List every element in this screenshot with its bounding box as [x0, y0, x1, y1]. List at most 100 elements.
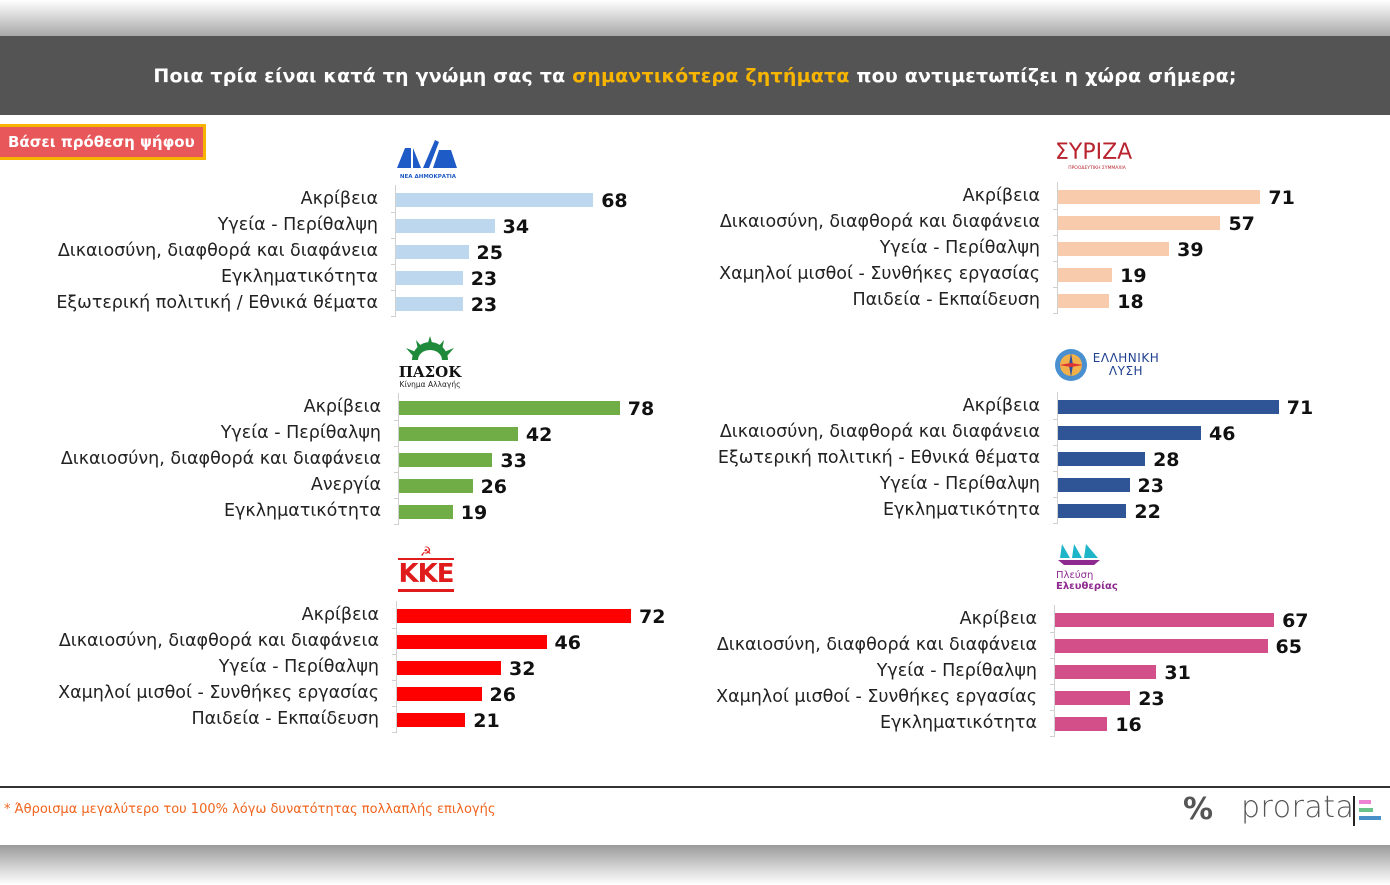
axis-tick: [1050, 632, 1055, 633]
bar: [399, 453, 493, 467]
axis-tick: [392, 706, 397, 707]
bar: [396, 271, 463, 285]
data-label: 18: [1117, 291, 1144, 313]
plefsi-line2: Ελευθερίας: [1056, 581, 1118, 592]
bar: [1058, 190, 1261, 204]
bar: [1055, 665, 1157, 679]
plefsi-line1: Πλεύση: [1056, 570, 1094, 581]
category-label: Εγκληματικότητα: [220, 267, 378, 287]
sails-icon: [1058, 544, 1100, 565]
bar: [1055, 691, 1131, 705]
category-axis: [1054, 605, 1055, 737]
pasok-logo-mark: ΠΑΣΟΚ: [398, 363, 462, 381]
elliniki-lysi-logo: ΕΛΛΗΝΙΚΗ ΛΥΣΗ: [1054, 348, 1164, 384]
axis-tick: [391, 264, 396, 265]
bar: [397, 687, 482, 701]
brand-bar-green: [1359, 808, 1373, 812]
bar: [397, 635, 547, 649]
data-label: 31: [1164, 662, 1191, 684]
axis-tick: [1050, 684, 1055, 685]
pasok-sun-icon: [406, 336, 454, 360]
bar: [399, 479, 473, 493]
category-label: Παιδεία - Εκπαίδευση: [191, 709, 379, 729]
category-label: Χαμηλοί μισθοί - Συνθήκες εργασίας: [719, 264, 1040, 284]
data-label: 33: [500, 450, 527, 472]
category-label: Χαμηλοί μισθοί - Συνθήκες εργασίας: [716, 687, 1037, 707]
category-label: Ακρίβεια: [962, 186, 1040, 206]
header-bar: Ποια τρία είναι κατά τη γνώμη σας τα σημ…: [0, 36, 1390, 115]
category-label: Υγεία - Περίθαλψη: [879, 238, 1040, 258]
category-label: Δικαιοσύνη, διαφθορά και διαφάνεια: [719, 422, 1040, 442]
data-label: 71: [1268, 187, 1295, 209]
brand-divider: [1353, 796, 1355, 826]
axis-tick: [1053, 261, 1058, 262]
brand-bar-blue: [1359, 816, 1381, 820]
bottom-shade: [0, 845, 1390, 885]
data-label: 34: [502, 216, 530, 238]
category-label: Ακρίβεια: [300, 189, 378, 209]
nd-logo-text: ΝΕΑ ΔΗΜΟΚΡΑΤΙΑ: [399, 174, 457, 180]
axis-tick: [1053, 523, 1058, 524]
data-label: 16: [1115, 714, 1142, 736]
footnote: * Άθροισμα μεγαλύτερο του 100% λόγω δυνα…: [4, 802, 496, 817]
axis-tick: [1050, 710, 1055, 711]
bar: [1058, 294, 1110, 308]
axis-tick: [1053, 287, 1058, 288]
title-part-2: που αντιμετωπίζει η χώρα σήμερα;: [849, 64, 1237, 87]
bar: [1058, 504, 1127, 518]
axis-tick: [394, 524, 399, 525]
data-label: 57: [1228, 213, 1255, 235]
data-label: 32: [509, 658, 536, 680]
axis-tick: [1053, 235, 1058, 236]
syriza-logo: ΣΥΡΙΖΑ ΠΡΟΟΔΕΥΤΙΚΗ ΣΥΜΜΑΧΙΑ: [1055, 140, 1139, 176]
bar: [1058, 268, 1113, 282]
axis-tick: [391, 290, 396, 291]
category-label: Εγκληματικότητα: [879, 713, 1037, 733]
category-label: Εξωτερική πολιτική - Εθνικά θέματα: [717, 448, 1040, 468]
data-label: 23: [1137, 475, 1164, 497]
category-label: Εγκληματικότητα: [223, 501, 381, 521]
elliniki-lysi-text: ΕΛΛΗΝΙΚΗ ΛΥΣΗ: [1092, 352, 1160, 378]
data-label: 42: [525, 424, 553, 446]
axis-tick: [1050, 736, 1055, 737]
axis-tick: [392, 628, 397, 629]
compass-icon: [1055, 349, 1087, 381]
footer-divider: [0, 786, 1390, 788]
brand-bar-pink: [1359, 800, 1371, 804]
nd-logo-icon: [397, 140, 457, 168]
category-label: Υγεία - Περίθαλψη: [217, 215, 378, 235]
data-label: 26: [480, 476, 508, 498]
category-axis: [395, 185, 396, 317]
axis-tick: [1053, 209, 1058, 210]
data-label: 25: [476, 242, 503, 264]
top-shade: [0, 0, 1390, 36]
category-label: Παιδεία - Εκπαίδευση: [852, 290, 1040, 310]
data-label: 22: [1134, 501, 1161, 523]
data-label: 26: [489, 684, 516, 706]
category-axis: [398, 393, 399, 525]
category-label: Δικαιοσύνη, διαφθορά και διαφάνεια: [60, 449, 381, 469]
data-label: 46: [554, 632, 581, 654]
category-axis: [396, 601, 397, 733]
data-label: 68: [601, 190, 628, 212]
category-label: Δικαιοσύνη, διαφθορά και διαφάνεια: [58, 631, 379, 651]
axis-tick: [394, 472, 399, 473]
bar: [399, 505, 453, 519]
data-label: 65: [1275, 636, 1302, 658]
data-label: 39: [1177, 239, 1204, 261]
prorata-brand: % prorata: [1183, 790, 1383, 834]
axis-tick: [1053, 419, 1058, 420]
kke-logo: ☭ ΚΚΕ: [398, 546, 456, 592]
category-label: Χαμηλοί μισθοί - Συνθήκες εργασίας: [58, 683, 379, 703]
axis-tick: [391, 316, 396, 317]
title-highlight: σημαντικότερα ζητήματα: [572, 64, 850, 87]
category-axis: [1057, 392, 1058, 524]
axis-tick: [391, 212, 396, 213]
axis-tick: [391, 238, 396, 239]
axis-tick: [1053, 313, 1058, 314]
category-label: Δικαιοσύνη, διαφθορά και διαφάνεια: [57, 241, 378, 261]
bar: [1058, 478, 1130, 492]
pasok-logo-text: Κίνημα Αλλαγής: [399, 380, 461, 389]
category-label: Δικαιοσύνη, διαφθορά και διαφάνεια: [719, 212, 1040, 232]
plefsi-logo: Πλεύση Ελευθερίας: [1056, 542, 1126, 600]
